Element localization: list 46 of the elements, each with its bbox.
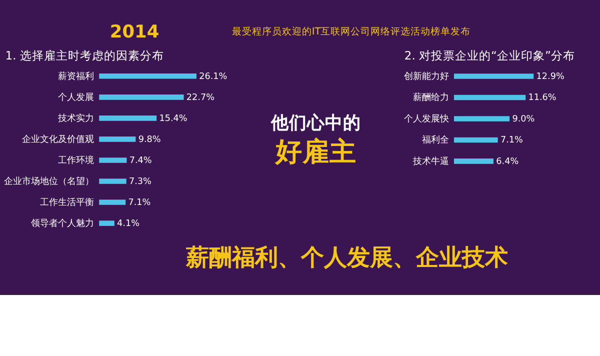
text: 薪酬福利、个人发展、企业技术 — [184, 244, 508, 271]
y-tick-label: 个人发展快 — [404, 113, 450, 124]
data-label: 6.4% — [496, 156, 519, 167]
bar — [99, 94, 184, 100]
data-label: 7.1% — [500, 136, 523, 146]
data-label: 9.0% — [512, 114, 535, 124]
text: 最受程序员欢迎的IT互联网公司网络评选活动榜单发布 — [232, 26, 471, 38]
bar — [454, 94, 526, 100]
y-tick-label: 个人发展 — [58, 92, 94, 103]
bar — [99, 158, 127, 163]
bar — [99, 178, 126, 184]
y-tick-label: 企业文化及价值观 — [22, 134, 94, 145]
bar — [99, 200, 126, 205]
bar — [99, 220, 114, 226]
y-tick-label: 福利全 — [422, 134, 450, 146]
text: 2014 — [110, 22, 160, 42]
data-label: 12.9% — [536, 72, 564, 82]
y-tick-label: 创新能力好 — [404, 70, 450, 82]
bar — [454, 116, 510, 122]
y-tick-label: 技术实力 — [57, 112, 94, 124]
data-label: 4.1% — [117, 218, 140, 229]
bar — [99, 136, 136, 142]
bar — [99, 73, 196, 79]
data-label: 9.8% — [138, 134, 161, 145]
text: 好雇主 — [274, 136, 356, 168]
bar — [99, 116, 157, 121]
bar — [454, 137, 498, 143]
data-label: 11.6% — [528, 93, 556, 104]
y-tick-label: 技术牛逼 — [412, 156, 450, 167]
data-label: 7.4% — [129, 156, 152, 166]
chart-title: 2. 对投票企业的“企业印象”分布 — [404, 48, 575, 62]
data-label: 22.7% — [186, 92, 214, 103]
chart-title: 1. 选择雇主时考虑的因素分布 — [5, 48, 164, 62]
y-tick-label: 工作环境 — [58, 154, 94, 166]
y-tick-label: 薪酬给力 — [413, 92, 450, 104]
y-tick-label: 工作生活平衡 — [40, 196, 94, 208]
data-label: 26.1% — [199, 72, 228, 82]
data-label: 7.3% — [128, 176, 152, 187]
y-tick-label: 企业市场地位（名望） — [4, 176, 94, 187]
y-tick-label: 领导者个人魅力 — [31, 218, 94, 229]
data-label: 7.1% — [128, 198, 151, 208]
bar — [454, 158, 494, 164]
data-label: 15.4% — [159, 114, 188, 124]
y-tick-label: 薪资福利 — [58, 70, 94, 82]
text: 他们心中的 — [270, 112, 361, 134]
bar — [454, 74, 534, 79]
